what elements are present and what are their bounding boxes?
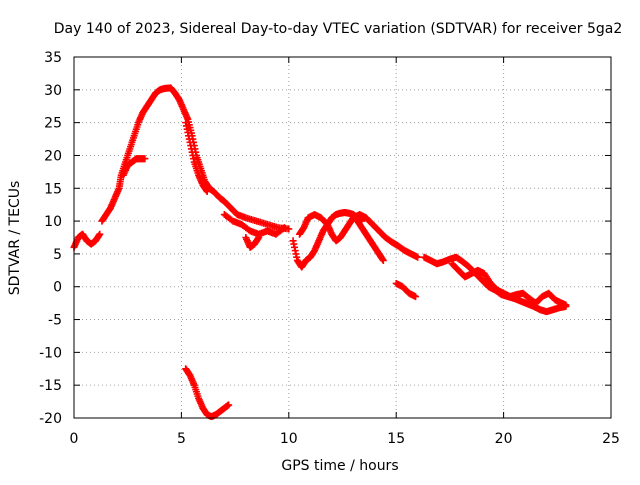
data-point [225, 401, 233, 409]
data-point [255, 234, 263, 241]
x-axis-title: GPS time / hours [281, 458, 398, 474]
y-tick-label: -15 [39, 378, 62, 394]
ticks: 0 5 10 15 20 25 35 30 25 20 15 10 5 0 -5 -10 -15 -20 [39, 50, 620, 447]
x-tick-label: 25 [602, 431, 620, 447]
data-point [379, 256, 387, 264]
series-arc-4 [182, 119, 211, 196]
y-tick-label: 30 [44, 83, 62, 99]
y-tick-label: 5 [53, 247, 62, 263]
series-arc-1 [70, 230, 104, 251]
y-tick-label: 20 [44, 148, 62, 164]
y-tick-label: 0 [53, 280, 62, 296]
series-arc-6 [242, 234, 263, 251]
y-tick-label: -20 [39, 411, 62, 427]
data-point [414, 253, 422, 261]
y-tick-label: 10 [44, 214, 62, 230]
x-tick-label: 15 [387, 431, 405, 447]
series-arc-2 [98, 84, 293, 233]
series-arc-10 [392, 279, 420, 301]
series-arc-13 [182, 365, 233, 421]
y-tick-label: 25 [44, 116, 62, 132]
x-tick-label: 10 [280, 431, 298, 447]
series-arc-12 [448, 260, 570, 309]
series-arc-8 [296, 211, 422, 261]
x-tick-label: 20 [495, 431, 513, 447]
series-arc-3 [119, 155, 149, 179]
y-tick-label: -5 [48, 313, 62, 329]
plot-frame [73, 56, 612, 419]
data-point [412, 293, 420, 301]
y-tick-label: 15 [44, 181, 62, 197]
y-tick-label: -10 [39, 345, 62, 361]
x-tick-label: 0 [70, 431, 79, 447]
data-point [203, 188, 211, 196]
y-axis-title: SDTVAR / TECUs [7, 181, 23, 296]
x-tick-label: 5 [177, 431, 186, 447]
data-point [96, 230, 104, 238]
data-point [562, 301, 570, 309]
series-arc-5 [220, 211, 289, 238]
data-point [281, 224, 289, 232]
chart-title: Day 140 of 2023, Sidereal Day-to-day VTE… [54, 21, 623, 37]
data-point [141, 155, 149, 163]
grid [74, 57, 611, 418]
data-point-trail [279, 225, 287, 233]
y-tick-label: 35 [44, 50, 62, 66]
series-arc-9 [354, 217, 387, 264]
data-series [70, 84, 570, 421]
